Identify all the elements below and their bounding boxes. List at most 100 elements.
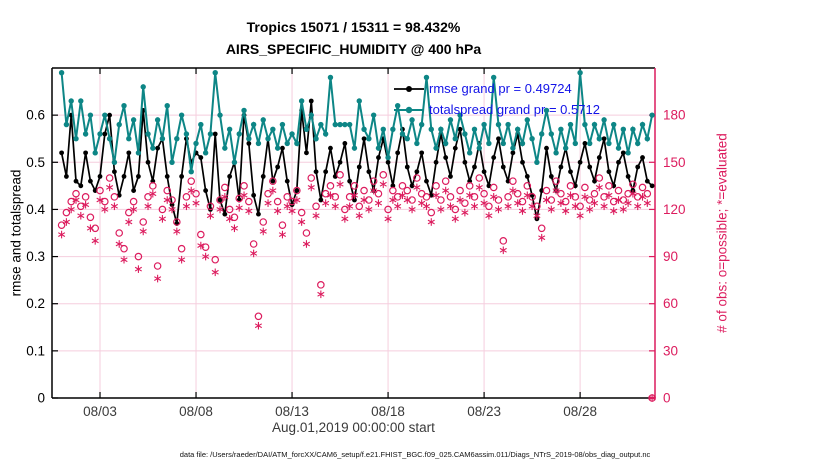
totalspread-marker [505,121,511,128]
evaluated-marker [586,207,594,212]
possible-marker [489,183,498,192]
rmse-marker [419,150,425,156]
rmse-marker [620,150,626,156]
totalspread-marker [212,70,218,76]
possible-marker [561,197,570,206]
possible-marker [254,312,263,321]
possible-marker [240,182,248,190]
evaluated-marker [298,219,306,225]
evaluated-marker [341,216,349,222]
totalspread-marker [303,126,310,132]
evaluated-marker [346,203,354,209]
evaluated-marker [110,203,118,209]
totalspread-marker [582,121,588,128]
possible-marker [624,189,632,198]
evaluated-marker [72,197,80,203]
totalspread-marker [442,140,449,147]
possible-marker [595,174,604,182]
evaluated-marker [139,229,147,234]
evaluated-marker [610,208,618,214]
chart-subtitle: AIRS_SPECIFIC_HUMIDITY @ 400 hPa [225,41,482,57]
totalspread-line [60,72,654,172]
possible-marker [456,186,464,195]
totalspread-marker [92,150,98,156]
possible-marker [211,255,220,264]
possible-marker [590,189,599,198]
evaluated-marker [134,266,142,272]
rmse-marker [270,178,276,184]
evaluated-marker [120,257,128,263]
evaluated-marker [269,188,277,193]
totalspread-marker [289,131,295,137]
possible-marker [485,202,493,211]
possible-marker [441,177,450,185]
evaluated-marker [288,208,296,214]
totalspread-marker [529,136,535,142]
possible-marker [163,186,172,195]
evaluated-marker [518,208,527,214]
totalspread-marker [462,131,468,137]
evaluated-marker [326,192,335,198]
totalspread-marker [63,121,70,128]
totalspread-marker [207,131,214,137]
rmse-marker [510,150,516,156]
possible-marker [317,281,325,289]
totalspread-marker [106,136,113,142]
rmse-marker [212,131,218,137]
possible-marker [120,244,128,253]
left-tick-label: 0.4 [26,202,45,217]
evaluated-marker [250,251,258,256]
rmse-marker [304,150,309,156]
left-tick-label: 0 [37,391,45,406]
possible-marker [413,174,421,182]
legend-label-totalspread: totalspread grand pr = 0.5712 [429,102,600,117]
totalspread-marker [457,112,463,118]
evaluated-marker [514,200,522,206]
rmse-marker [275,164,281,170]
totalspread-marker [476,145,482,151]
rmse-marker [356,164,362,170]
possible-marker [302,229,311,237]
rmse-marker [361,136,367,142]
evaluated-marker [240,192,248,198]
possible-marker [432,182,440,190]
totalspread-marker [255,140,262,147]
possible-marker [197,230,205,239]
x-tick-label: 08/13 [275,404,309,419]
possible-marker [105,174,114,182]
evaluated-marker [168,207,176,212]
evaluated-marker [576,213,584,219]
evaluated-marker [259,229,267,234]
rmse-marker [59,150,65,156]
totalspread-marker [534,159,540,165]
evaluated-marker [58,232,66,237]
totalspread-marker [111,159,118,165]
totalspread-marker [327,74,334,81]
evaluated-marker [557,200,565,206]
totalspread-marker [346,121,353,128]
evaluated-marker [418,200,426,206]
rmse-marker [640,155,645,160]
evaluated-marker [643,200,651,206]
legend-row-totalspread: totalspread grand pr = 0.5712 [393,99,600,120]
rmse-marker [409,183,415,189]
rmse-marker [323,169,329,175]
possible-marker [269,177,277,185]
rmse-marker [145,159,151,165]
evaluated-marker [302,241,311,247]
totalspread-marker [635,140,641,147]
rmse-marker [414,169,420,175]
evaluated-marker [384,216,392,222]
chart-title-block: Tropics 15071 / 15311 = 98.432% AIRS_SPE… [52,16,655,60]
possible-marker [81,193,90,201]
rmse-marker [112,169,117,175]
totalspread-marker [231,159,238,165]
totalspread-marker [222,145,228,151]
evaluated-marker [178,257,186,263]
evaluated-marker [571,203,579,209]
left-tick-label: 0.2 [26,296,45,311]
totalspread-marker [370,112,377,118]
rmse-marker [616,159,621,165]
totalspread-marker [606,140,612,147]
